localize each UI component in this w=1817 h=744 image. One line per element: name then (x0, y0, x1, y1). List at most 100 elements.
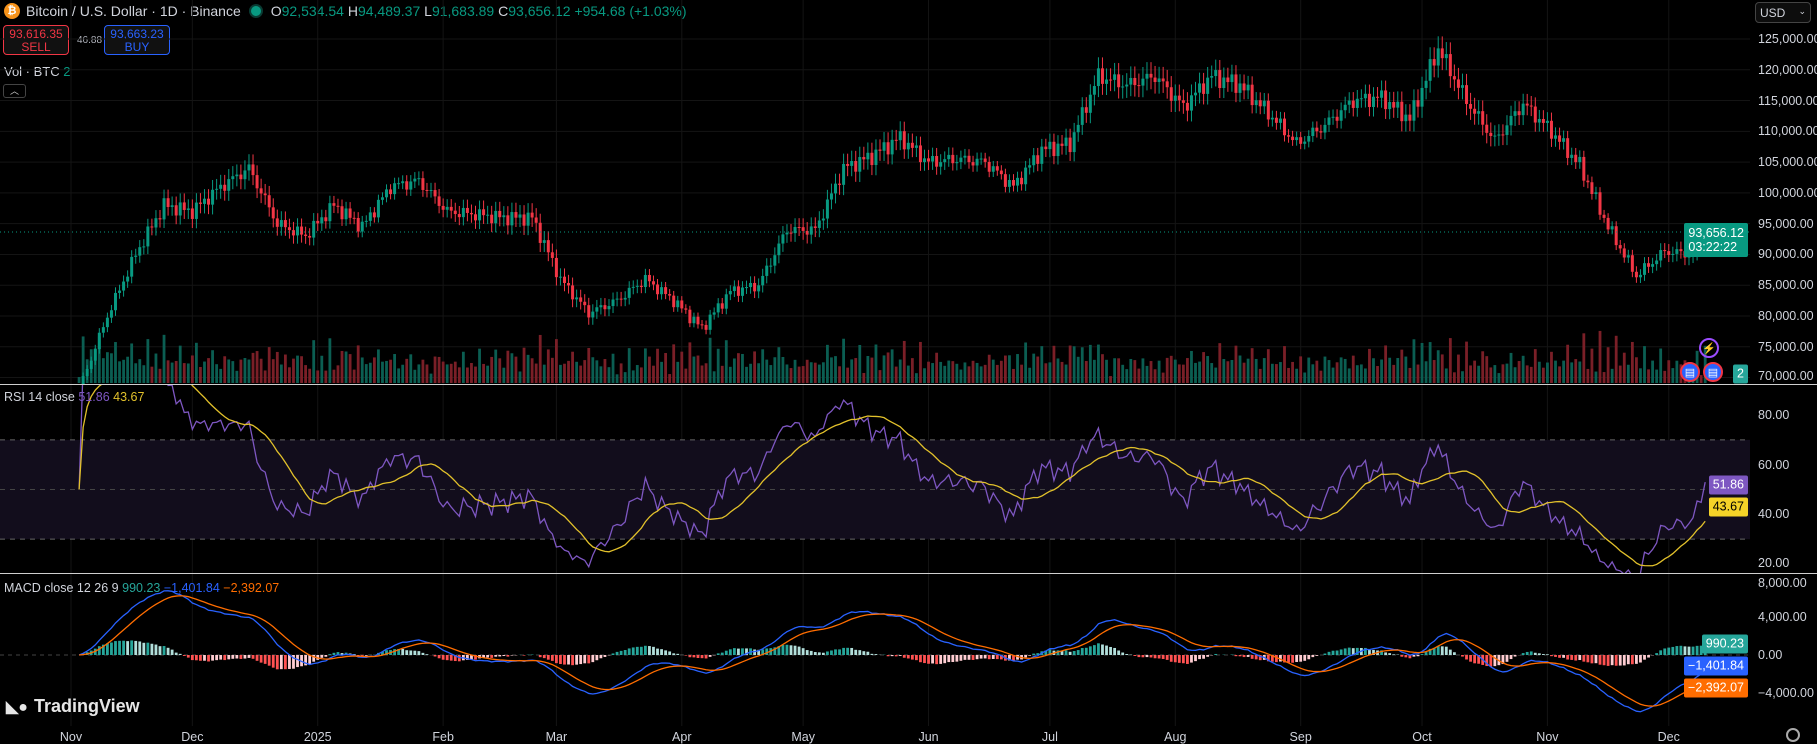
macd-histogram-bar (304, 655, 308, 666)
volume-bar (1440, 354, 1444, 383)
volume-bar (1643, 346, 1646, 383)
macd-chart[interactable] (0, 574, 1750, 726)
macd-histogram-bar (862, 651, 866, 655)
candle-body (1210, 76, 1214, 78)
macd-histogram-bar (393, 649, 396, 655)
candle-body (1161, 78, 1165, 82)
macd-histogram-bar (1610, 655, 1614, 666)
us-flag-event-icon[interactable]: ▤ (1703, 362, 1723, 382)
candle-body (360, 221, 364, 232)
symbol-title[interactable]: Bitcoin / U.S. Dollar · 1D · Binance (26, 3, 241, 19)
macd-histogram-bar (1084, 647, 1088, 655)
macd-histogram-bar (190, 655, 194, 661)
volume-bar (283, 354, 287, 383)
volume-bar (1206, 356, 1210, 383)
volume-bar (999, 360, 1003, 383)
macd-histogram-bar (1149, 655, 1153, 658)
macd-histogram-bar (1368, 649, 1371, 655)
candle-body (126, 276, 130, 282)
tradingview-logo[interactable]: ◣● TradingView (6, 696, 140, 717)
volume-bar (1283, 346, 1286, 383)
candle-body (356, 218, 360, 232)
macd-histogram-bar (805, 650, 809, 655)
macd-histogram-bar (959, 655, 963, 661)
macd-histogram-bar (838, 649, 841, 655)
macd-histogram-bar (700, 655, 704, 659)
volume-legend[interactable]: Vol · BTC 2 (4, 64, 70, 79)
macd-histogram-bar (623, 650, 627, 655)
volume-bar (567, 360, 570, 383)
volume-bar (251, 352, 255, 383)
candle-body (1044, 146, 1048, 150)
candle-body (453, 210, 457, 215)
volume-bar (263, 370, 267, 383)
volume-bar (457, 367, 461, 383)
pane-divider[interactable] (0, 384, 1817, 385)
candle-body (955, 162, 959, 164)
macd-histogram-bar (1655, 653, 1659, 655)
volume-bar (296, 355, 299, 383)
candle-body (1206, 77, 1210, 94)
rsi-legend[interactable]: RSI 14 close 51.86 43.67 (4, 390, 144, 404)
candle-body (1040, 146, 1044, 164)
symbol-header[interactable]: ₿ Bitcoin / U.S. Dollar · 1D · Binance O… (4, 3, 687, 19)
pane-divider[interactable] (0, 573, 1817, 574)
macd-axis-label: −4,000.00 (1758, 686, 1814, 701)
candle-body (538, 222, 542, 243)
candle-body (291, 230, 295, 236)
macd-histogram-bar (1008, 655, 1011, 661)
candle-body (389, 189, 393, 195)
time-axis-label: Nov (59, 730, 83, 744)
macd-histogram-bar (1420, 654, 1424, 655)
macd-histogram-bar (1303, 655, 1307, 661)
candle-body (1048, 141, 1052, 150)
macd-histogram-bar (635, 646, 639, 655)
volume-bar (801, 366, 805, 383)
settings-gear-icon[interactable] (1786, 728, 1800, 742)
volume-bar (927, 361, 930, 383)
macd-histogram-bar (425, 654, 429, 655)
us-flag-event-icon[interactable]: ▤ (1680, 362, 1700, 382)
macd-histogram-bar (648, 646, 651, 655)
volume-bar (1582, 333, 1586, 383)
candle-body (1262, 100, 1266, 107)
volume-bar (773, 357, 777, 383)
volume-bar (1109, 376, 1112, 383)
candle-body (336, 205, 340, 207)
candle-body (1505, 125, 1509, 135)
macd-histogram-bar (1331, 650, 1335, 655)
candle-body (1436, 48, 1440, 66)
candle-body (967, 155, 971, 163)
macd-histogram-bar (1311, 655, 1315, 658)
candle-body (162, 198, 166, 220)
price-chart[interactable] (0, 0, 1750, 384)
volume-bar (1408, 367, 1412, 383)
candle-body (1614, 226, 1618, 246)
volume-bar (639, 367, 643, 383)
rsi-ma-value: 43.67 (113, 390, 145, 404)
volume-bar (575, 361, 579, 383)
candle-body (1266, 100, 1270, 120)
candle-body (279, 220, 283, 227)
volume-bar (886, 352, 890, 383)
buy-button[interactable]: 93,663.23 BUY (104, 25, 170, 55)
macd-legend[interactable]: MACD close 12 26 9 990.23 −1,401.84 −2,3… (4, 581, 279, 595)
volume-bar (858, 344, 862, 383)
macd-histogram-bar (247, 655, 251, 658)
volume-bar (700, 365, 704, 383)
volume-bar (397, 368, 401, 383)
time-axis-label: 2025 (303, 730, 332, 744)
sell-button[interactable]: 93,616.35 SELL (3, 25, 69, 55)
currency-select[interactable]: USD ⌄ (1755, 2, 1811, 23)
bar-countdown: 03:22:22 (1688, 240, 1738, 254)
candle-body (773, 255, 777, 266)
macd-histogram-bar (1501, 655, 1505, 665)
volume-bar (308, 368, 312, 383)
candle-body (1545, 120, 1549, 123)
rsi-chart[interactable] (0, 385, 1750, 573)
macd-histogram-bar (1141, 655, 1145, 658)
lightning-event-icon[interactable]: ⚡ (1699, 338, 1719, 358)
collapse-legend-button[interactable]: ︿ (3, 84, 26, 98)
volume-bar (943, 365, 947, 383)
candle-body (1007, 180, 1011, 187)
